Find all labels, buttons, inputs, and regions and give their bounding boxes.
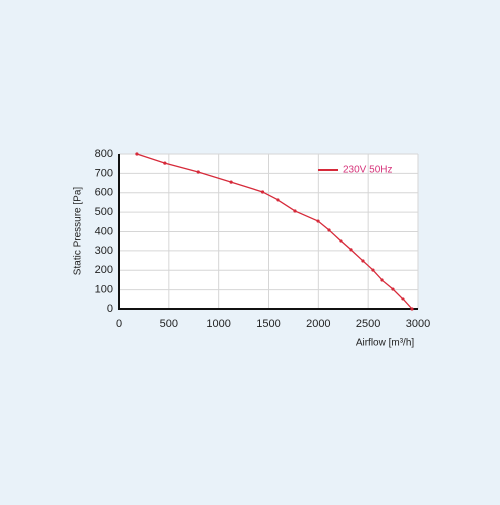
- data-point: [135, 152, 139, 156]
- data-point: [196, 170, 200, 174]
- data-point: [361, 259, 365, 263]
- y-tick-label: 700: [95, 167, 113, 179]
- y-axis-label: Static Pressure [Pa]: [73, 187, 84, 276]
- legend-label: 230V 50Hz: [343, 165, 392, 176]
- data-point: [380, 278, 384, 282]
- data-point: [371, 268, 375, 272]
- data-point: [391, 287, 395, 291]
- y-tick-label: 300: [95, 245, 113, 257]
- x-tick-label: 500: [160, 318, 178, 330]
- data-point: [410, 307, 414, 311]
- x-tick-label: 2000: [306, 318, 330, 330]
- x-tick-label: 1000: [206, 318, 230, 330]
- data-point: [276, 198, 280, 202]
- x-tick-label: 3000: [406, 318, 430, 330]
- data-point: [349, 248, 353, 252]
- x-axis-label: Airflow [m³/h]: [356, 338, 415, 349]
- data-point: [229, 180, 233, 184]
- data-point: [401, 297, 405, 301]
- data-point: [316, 219, 320, 223]
- y-tick-label: 400: [95, 225, 113, 237]
- y-tick-label: 600: [95, 187, 113, 199]
- data-point: [327, 228, 331, 232]
- y-tick-label: 100: [95, 284, 113, 296]
- y-tick-label: 0: [107, 303, 113, 315]
- y-tick-label: 200: [95, 264, 113, 276]
- y-tick-label: 800: [95, 148, 113, 160]
- x-tick-label: 0: [116, 318, 122, 330]
- data-point: [260, 190, 265, 194]
- data-point: [293, 209, 297, 213]
- data-point: [163, 161, 167, 165]
- y-tick-label: 500: [95, 206, 113, 218]
- x-tick-label: 2500: [356, 318, 380, 330]
- x-tick-label: 1500: [256, 318, 280, 330]
- data-point: [339, 239, 343, 243]
